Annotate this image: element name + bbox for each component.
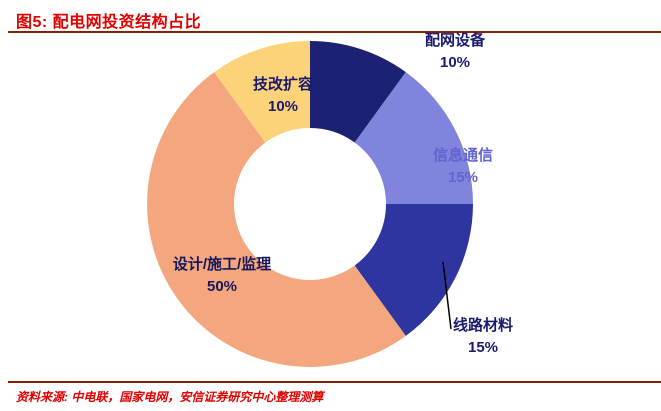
title-divider [8,31,661,33]
donut-slice [214,41,310,143]
slice-label-value: 15% [447,168,479,186]
slice-label-value: 15% [467,338,499,356]
figure-title: 图5: 配电网投资结构占比 [16,14,202,31]
slice-label-jigai-kuorong: 技改扩容 10% [231,74,335,118]
slice-label-xinxi-tongxin: 信息通信 15% [405,145,521,189]
slice-label-name: 技改扩容 [252,76,313,93]
slice-label-name: 线路材料 [452,317,513,334]
donut-slice [310,40,406,143]
source-note: 资料来源: 中电联，国家电网，安信证券研究中心整理测算 [16,390,324,404]
slice-label-peiwang-shebei: 配网设备 10% [397,30,513,74]
donut-slice [354,72,473,204]
leader-line [442,261,452,330]
slice-label-value: 10% [267,97,299,115]
slice-label-name: 配网设备 [424,32,485,49]
slice-label-sheji-shigong-jianli: 设计/施工/监理 50% [172,254,272,298]
slice-label-name: 信息通信 [432,147,493,164]
slice-label-xianlu-cailiao: 线路材料 15% [425,315,541,359]
slice-label-value: 10% [439,53,471,71]
donut-slice [147,72,406,367]
donut-slice [354,204,473,336]
footer-divider [8,381,661,383]
slice-label-value: 50% [206,277,238,295]
donut-slices [147,40,473,367]
slice-label-name: 设计/施工/监理 [172,256,272,273]
